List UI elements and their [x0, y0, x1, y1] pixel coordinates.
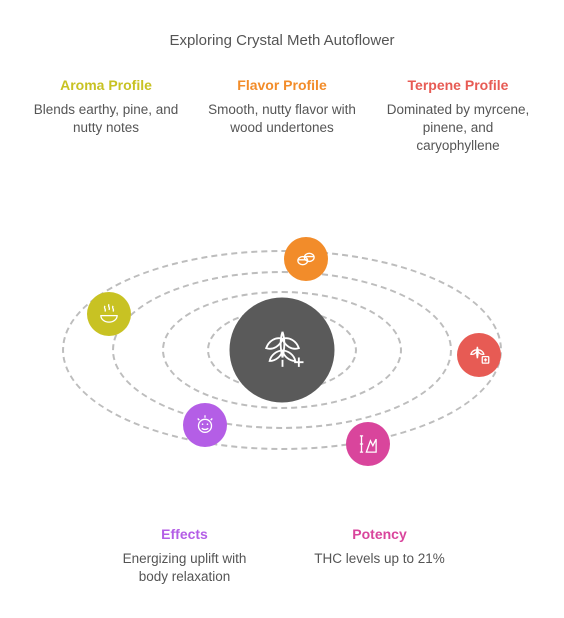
card-title: Effects	[107, 526, 262, 542]
card-desc: Smooth, nutty flavor with wood undertone…	[205, 101, 360, 137]
card-desc: Blends earthy, pine, and nutty notes	[29, 101, 184, 137]
face-glow-icon	[192, 412, 218, 438]
card-flavor: Flavor Profile Smooth, nutty flavor with…	[205, 77, 360, 156]
center-node	[230, 298, 335, 403]
card-desc: THC levels up to 21%	[302, 550, 457, 568]
node-terpene	[457, 333, 501, 377]
page-title: Exploring Crystal Meth Autoflower	[0, 0, 564, 49]
bowl-waves-icon	[96, 301, 122, 327]
cards-top-row: Aroma Profile Blends earthy, pine, and n…	[0, 49, 564, 156]
card-terpene: Terpene Profile Dominated by myrcene, pi…	[381, 77, 536, 156]
card-desc: Dominated by myrcene, pinene, and caryop…	[381, 101, 536, 156]
nuts-icon	[293, 246, 319, 272]
card-desc: Energizing uplift with body relaxation	[107, 550, 262, 586]
card-effects: Effects Energizing uplift with body rela…	[107, 526, 262, 586]
cards-bottom-row: Effects Energizing uplift with body rela…	[0, 526, 564, 586]
card-aroma: Aroma Profile Blends earthy, pine, and n…	[29, 77, 184, 156]
node-flavor	[284, 237, 328, 281]
card-title: Flavor Profile	[205, 77, 360, 93]
orbit-diagram	[42, 220, 522, 480]
gauge-crystal-icon	[355, 431, 381, 457]
card-title: Terpene Profile	[381, 77, 536, 93]
card-title: Aroma Profile	[29, 77, 184, 93]
node-aroma	[87, 292, 131, 336]
leaf-kit-icon	[466, 342, 492, 368]
leaf-plus-icon	[254, 322, 310, 378]
node-effects	[183, 403, 227, 447]
card-title: Potency	[302, 526, 457, 542]
card-potency: Potency THC levels up to 21%	[302, 526, 457, 586]
node-potency	[346, 422, 390, 466]
